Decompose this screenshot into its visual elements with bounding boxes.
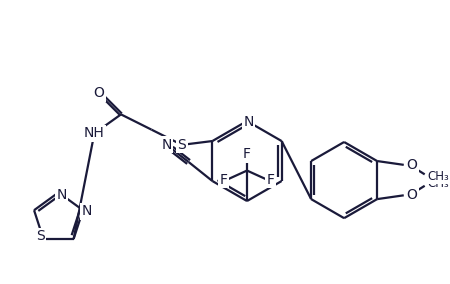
Text: O: O (94, 86, 104, 101)
Text: CH₃: CH₃ (428, 170, 449, 183)
Text: N: N (56, 188, 67, 202)
Text: F: F (219, 173, 227, 187)
Text: CH₃: CH₃ (428, 178, 449, 190)
Text: F: F (243, 147, 251, 161)
Text: NH: NH (84, 126, 105, 140)
Text: S: S (36, 229, 45, 243)
Text: O: O (407, 188, 418, 202)
Text: S: S (178, 138, 186, 152)
Text: N: N (81, 204, 92, 218)
Text: O: O (407, 158, 418, 172)
Text: N: N (244, 115, 254, 129)
Text: N: N (162, 138, 172, 152)
Text: F: F (267, 173, 275, 187)
